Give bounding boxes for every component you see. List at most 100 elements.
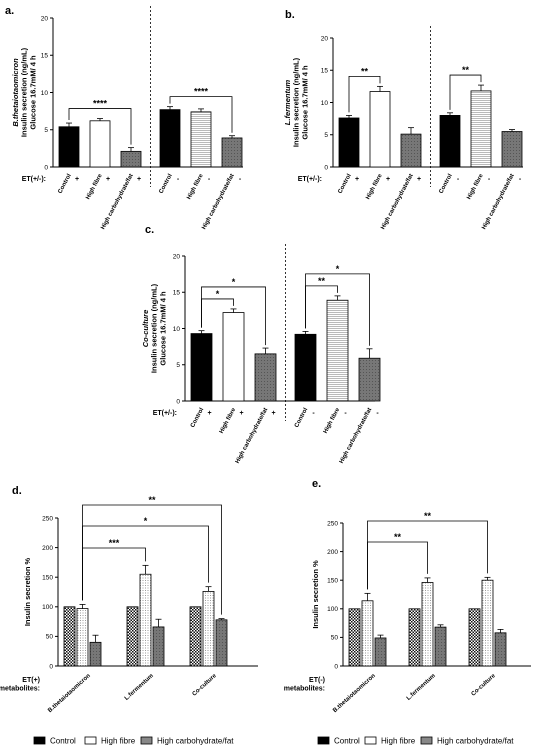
legend-swatch-high-carbohydrate-fat xyxy=(140,736,153,745)
y-axis-label-line: Glucose 16.7mM/ 4 h xyxy=(158,291,167,366)
legend-label-control: Control xyxy=(334,737,360,746)
bar-high-fibre xyxy=(361,600,374,667)
y-tick-label: 20 xyxy=(173,253,181,260)
bar-control xyxy=(348,608,361,667)
legend-swatch-high-fibre xyxy=(364,736,377,745)
et-mark: - xyxy=(488,176,491,183)
y-tick-label: 0 xyxy=(334,663,338,670)
et-mark: + xyxy=(386,176,390,183)
legend-label-high-fibre: High fibre xyxy=(101,737,136,746)
et-mark: - xyxy=(519,176,522,183)
significance-bracket-label: **** xyxy=(194,87,209,97)
significance-bracket-label: ** xyxy=(424,511,432,521)
bar-high-carbohydrate-fat xyxy=(358,357,381,402)
et-mark: + xyxy=(207,410,211,417)
et-mark: + xyxy=(137,176,141,183)
x-tick-label: Co-culture xyxy=(471,673,498,698)
bar-high-fibre xyxy=(421,582,434,667)
x-tick-label: B.thetaiotaomicron xyxy=(47,673,92,714)
legend-swatch-high-carbohydrate-fat xyxy=(420,736,433,745)
bar-high-carbohydrate-fat xyxy=(221,137,243,168)
y-tick-label: 5 xyxy=(176,362,180,369)
bar-control xyxy=(338,117,360,168)
y-tick-label: 0 xyxy=(44,164,48,171)
y-tick-label: 5 xyxy=(324,132,328,139)
x-tick-label: Control xyxy=(438,173,453,195)
bar-high-fibre xyxy=(89,120,111,168)
group-caption: ET(+) metabolites: xyxy=(0,677,40,692)
panel-b: b. L.fermentumInsulin secretion (ng/mL)Gl… xyxy=(283,9,523,231)
y-tick-label: 100 xyxy=(42,604,53,611)
significance-bracket-label: ** xyxy=(318,276,326,286)
legend-label-high-carbohydrate-fat: High carbohydrate/fat xyxy=(437,737,514,746)
bar-control xyxy=(189,606,202,667)
bar-control xyxy=(126,606,139,667)
x-tick-label: Control xyxy=(158,173,173,195)
x-tick-label: Control xyxy=(294,407,309,429)
bar-control xyxy=(58,126,80,168)
bar-high-carbohydrate-fat xyxy=(89,641,102,667)
significance-bracket xyxy=(367,520,488,590)
bar-high-carbohydrate-fat xyxy=(494,632,507,667)
y-axis-label-line: Insulin secretion (ng/mL) xyxy=(20,47,29,137)
bar-high-fibre xyxy=(190,111,212,168)
bar-high-carbohydrate-fat xyxy=(152,626,165,667)
legend-swatch-control xyxy=(33,736,46,745)
significance-bracket-label: ** xyxy=(394,532,402,542)
x-tick-label: Control xyxy=(190,407,205,429)
group-caption-line: metabolites: xyxy=(0,685,40,692)
x-tick-label: High fibre xyxy=(323,407,342,435)
x-tick-label: Control xyxy=(337,173,352,195)
significance-bracket-label: *** xyxy=(109,538,120,548)
y-tick-label: 20 xyxy=(321,35,329,42)
significance-bracket-label: * xyxy=(232,277,236,287)
bar-high-carbohydrate-fat xyxy=(120,150,142,168)
et-mark: - xyxy=(177,176,180,183)
legend-label-control: Control xyxy=(50,737,76,746)
significance-bracket xyxy=(305,273,370,346)
y-tick-label: 250 xyxy=(42,515,53,522)
et-mark: - xyxy=(239,176,242,183)
significance-bracket-label: * xyxy=(144,516,148,526)
panel-label: c. xyxy=(145,224,154,236)
significance-bracket-label: ** xyxy=(148,495,156,505)
y-axis-label: Co-cultureInsulin secretion (ng/mL)Gluco… xyxy=(141,283,167,373)
y-axis-label: Insulin secretion % xyxy=(311,560,320,629)
et-label: ET(+/-): xyxy=(153,410,177,417)
group-caption-line: metabolites: xyxy=(284,685,325,692)
y-axis-label-line: L.fermentum xyxy=(283,79,292,125)
y-axis-label-line: Glucose 16.7mM/ 4 h xyxy=(300,65,309,140)
panel-e: e. Insulin secretion % 0 50 100 150 200 250 B.th… xyxy=(284,478,531,714)
bar-control xyxy=(408,608,421,667)
bar-high-fibre xyxy=(222,312,245,402)
y-tick-label: 150 xyxy=(327,578,338,585)
et-mark: + xyxy=(75,176,79,183)
x-tick-label: B.thetaiotaomicron xyxy=(332,673,377,714)
y-tick-label: 150 xyxy=(42,575,53,582)
et-mark: + xyxy=(271,410,275,417)
x-tick-label: High fibre xyxy=(466,173,485,201)
x-tick-label: High carbohydrate/fat xyxy=(201,173,235,231)
significance-bracket-label: ** xyxy=(462,65,470,75)
x-tick-label: Co-culture xyxy=(192,673,219,698)
x-tick-label: High fibre xyxy=(219,407,238,435)
x-tick-label: High fibre xyxy=(186,173,205,201)
y-axis-label-line: Glucose 16.7mM/ 4 h xyxy=(28,55,37,130)
group-caption-line: ET(+) xyxy=(22,677,40,684)
panel-label: d. xyxy=(12,485,22,497)
bar-high-fibre xyxy=(76,608,89,667)
group-caption: ET(-) metabolites: xyxy=(284,677,325,692)
y-tick-label: 250 xyxy=(327,520,338,527)
bar-control xyxy=(439,115,461,168)
significance-bracket xyxy=(82,504,222,615)
y-tick-label: 5 xyxy=(44,127,48,134)
y-tick-label: 15 xyxy=(321,68,329,75)
bar-high-fibre xyxy=(369,91,391,168)
et-label: ET(+/-): xyxy=(22,176,46,183)
et-mark: - xyxy=(344,410,347,417)
y-tick-label: 10 xyxy=(173,326,181,333)
y-tick-label: 20 xyxy=(41,15,49,22)
panel-a: a. B.thetaiotaomicronInsulin secretion (n… xyxy=(5,5,243,231)
bar-high-carbohydrate-fat xyxy=(215,619,228,667)
